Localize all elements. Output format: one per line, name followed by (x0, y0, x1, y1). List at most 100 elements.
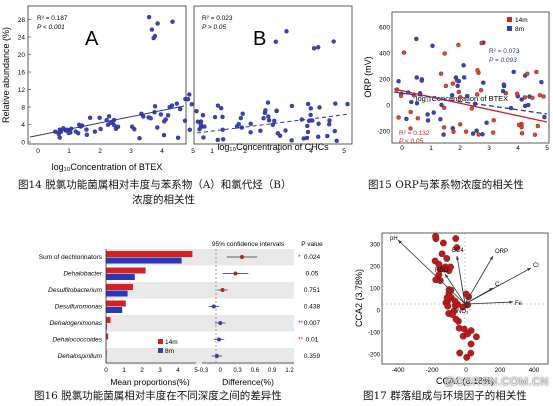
fig16-ci-point (218, 321, 223, 325)
fig15-blue-p: P = 0.093 (489, 57, 517, 64)
panel-b-point (305, 101, 311, 107)
panel-b-point (248, 130, 253, 135)
fig15-point-14m (541, 94, 546, 99)
fig15-ytick-label: 200 (379, 77, 390, 84)
panel-a-point (187, 92, 192, 97)
fig17-vector-label: pH (390, 236, 398, 242)
fig16-diff-xtick-label: 0 (219, 368, 223, 374)
panel-a-point (105, 122, 111, 127)
fig17-point (456, 349, 464, 357)
fig17-point (445, 286, 453, 293)
panel-b-p: P > 0.05 (202, 24, 227, 31)
fig15-ytick-label: 400 (379, 51, 390, 58)
fig15-point-14m (476, 132, 481, 137)
fig15-xtick-label: 5 (545, 145, 549, 152)
panel-a-p: P < 0.001 (37, 24, 65, 31)
panel-a-point (175, 135, 181, 141)
panel-a-point (92, 129, 98, 134)
panel-b-point (310, 118, 315, 123)
fig17-vector-arrow (397, 239, 466, 305)
panel-a-point (169, 103, 175, 108)
fig16-shade-row (106, 315, 202, 332)
fig15-point-14m (415, 116, 420, 121)
fig17-vector-arrow (456, 255, 466, 305)
fig17-point (473, 333, 480, 341)
fig15-point-14m (530, 95, 535, 101)
fig15-point-14m (451, 129, 456, 135)
fig16-bar-14m (106, 317, 111, 323)
fig16-bar-xtick-label: 5 (194, 367, 198, 374)
fig16-bar-xtick-label: 2 (140, 367, 144, 374)
figure16-svg: Sum of dechlorinators Dehalobacter Desulfi… (39, 241, 323, 387)
figure17-svg: CCA2 (3.78%) CCA1 (6.18%) 300 200 100 0 -100… (354, 232, 549, 386)
panel-a-point (197, 127, 202, 132)
fig15-legend-14m: 14m (515, 17, 528, 24)
panel-b-point (316, 121, 321, 126)
panel-b-point (272, 118, 277, 124)
fig16-diff-xtick-label: 0.3 (233, 368, 242, 374)
fig16-bar-xtick-label: 0 (104, 367, 108, 374)
panel-a-point (155, 125, 160, 130)
panel-b-xticks: 1 2 3 4 5 (210, 148, 346, 155)
fig15-point-8m (474, 128, 479, 133)
fig16-bar-xticks: 0 1 2 3 4 5 (104, 367, 198, 374)
fig15-point-14m (519, 131, 525, 136)
fig15-point-8m (539, 79, 544, 85)
fig15-point-8m (409, 99, 414, 105)
fig17-vector-label: NO₃⁻ (457, 309, 472, 315)
fig15-blue-regression (393, 91, 548, 115)
panel-b-point (275, 131, 280, 136)
fig16-category-label: Dehalogenimonas (50, 320, 103, 327)
fig15-point-8m (438, 116, 443, 122)
fig16-bar-14m (106, 267, 146, 274)
panel-b-point (327, 122, 332, 127)
panel-b-point (200, 112, 206, 118)
fig15-point-8m (441, 132, 446, 137)
panel-b-point (240, 111, 245, 116)
fig17-point (451, 297, 459, 305)
fig15-point-8m (414, 101, 420, 106)
fig16-ci-point (220, 288, 225, 292)
fig17-xtick-label: -200 (425, 367, 438, 374)
panel-a-point (146, 14, 152, 20)
fig17-xtick-label: 0 (464, 367, 468, 374)
fig17-point (463, 353, 471, 361)
fig16-shade-row (202, 348, 294, 365)
panel-b-point (218, 105, 224, 111)
panel-b-point (220, 137, 226, 142)
panel-b-xlabel: log₁₀Concentration of CHCs (217, 142, 329, 152)
panel-a-point (155, 21, 160, 26)
fig14-ytick-label: 8 (21, 105, 25, 112)
fig15-point-14m (535, 123, 541, 129)
panel-b-letter: B (253, 28, 266, 50)
panel-a-point (111, 122, 117, 128)
fig17-xticks: -400 -200 0 200 400 (391, 367, 539, 374)
fig15-red-p: P < 0.05 (399, 138, 424, 145)
fig15-point-8m (481, 80, 486, 85)
fig15-point-14m (401, 50, 407, 55)
fig16-ci-point (214, 354, 219, 358)
fig16-bar-14m (106, 300, 126, 307)
fig15-point-14m (491, 117, 496, 123)
fig16-legend-8m: 8m (165, 348, 174, 355)
fig15-point-14m (474, 92, 480, 97)
fig15-point-8m (464, 93, 470, 99)
panel-b-point (345, 101, 350, 107)
fig16-category-label: Dehalococcoides (52, 337, 102, 344)
fig16-shade-row (202, 282, 294, 299)
panel-b-point (334, 138, 339, 144)
fig16-shade-row (106, 348, 202, 365)
fig15-point-8m (425, 118, 431, 123)
panel-b-point (311, 46, 317, 51)
panel-b-point (331, 39, 336, 44)
fig17-vectors: pH BC4 ORP Cl RDO Fe C NO₃⁻ (390, 236, 539, 315)
fig14-ytick-label: 24 (18, 35, 26, 42)
fig16-diff-xticks: -0.3 0 0.3 0.6 0.9 1.2 (198, 368, 295, 374)
fig16-ci-points (208, 249, 258, 363)
panel-a-xticks: 0 1 2 3 4 5 (36, 148, 195, 155)
fig16-bar-xtick-label: 1 (122, 367, 126, 374)
fig14-ylabel: Relative abundance (%) (1, 27, 11, 123)
fig17-vector-arrowhead (464, 304, 468, 308)
fig15-xtick-label: 4 (516, 145, 520, 152)
